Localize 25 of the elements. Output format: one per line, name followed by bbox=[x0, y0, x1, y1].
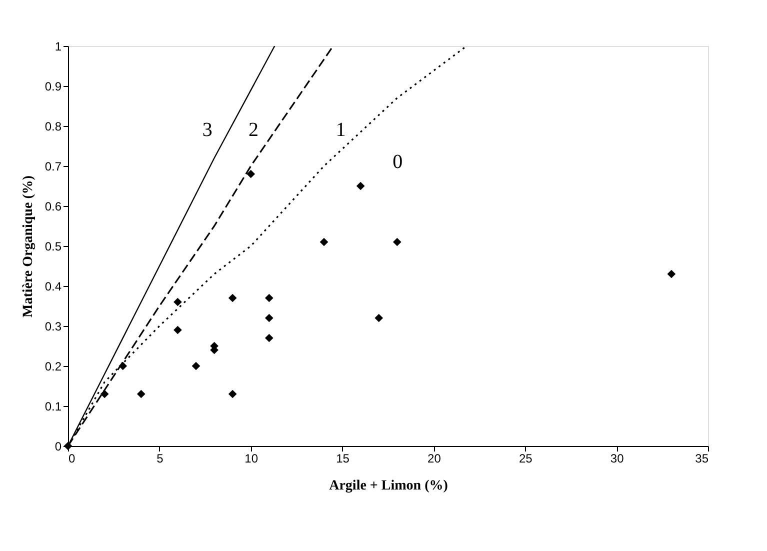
x-tick-label: 30 bbox=[610, 452, 624, 466]
x-tick-label: 25 bbox=[518, 452, 533, 466]
y-tick-label: 0.2 bbox=[44, 360, 62, 374]
y-axis-title: Matière Organique (%) bbox=[20, 175, 36, 318]
series-label: 3 bbox=[202, 119, 212, 141]
x-tick-label: 10 bbox=[244, 452, 258, 466]
y-tick-label: 0.4 bbox=[44, 280, 62, 294]
x-tick-label: 0 bbox=[68, 452, 76, 466]
y-tick-label: 0.5 bbox=[44, 240, 62, 254]
y-tick-label: 0 bbox=[54, 440, 62, 454]
y-tick-label: 0.8 bbox=[44, 120, 62, 134]
y-tick-label: 1 bbox=[54, 40, 62, 54]
x-tick-label: 35 bbox=[695, 452, 709, 466]
annotation: 0 bbox=[392, 151, 403, 173]
series-label: 1 bbox=[336, 119, 346, 141]
x-axis-title: Argile + Limon (%) bbox=[329, 478, 448, 494]
x-tick-label: 5 bbox=[156, 452, 164, 466]
y-tick-label: 0.9 bbox=[44, 80, 62, 94]
series-label: 2 bbox=[248, 119, 259, 141]
y-tick-label: 0.7 bbox=[44, 160, 62, 174]
x-tick-label: 20 bbox=[428, 452, 442, 466]
y-tick-label: 0.1 bbox=[44, 400, 62, 414]
y-tick-label: 0.3 bbox=[44, 320, 62, 334]
y-tick-label: 0.6 bbox=[44, 200, 62, 214]
x-tick-label: 15 bbox=[336, 452, 350, 466]
